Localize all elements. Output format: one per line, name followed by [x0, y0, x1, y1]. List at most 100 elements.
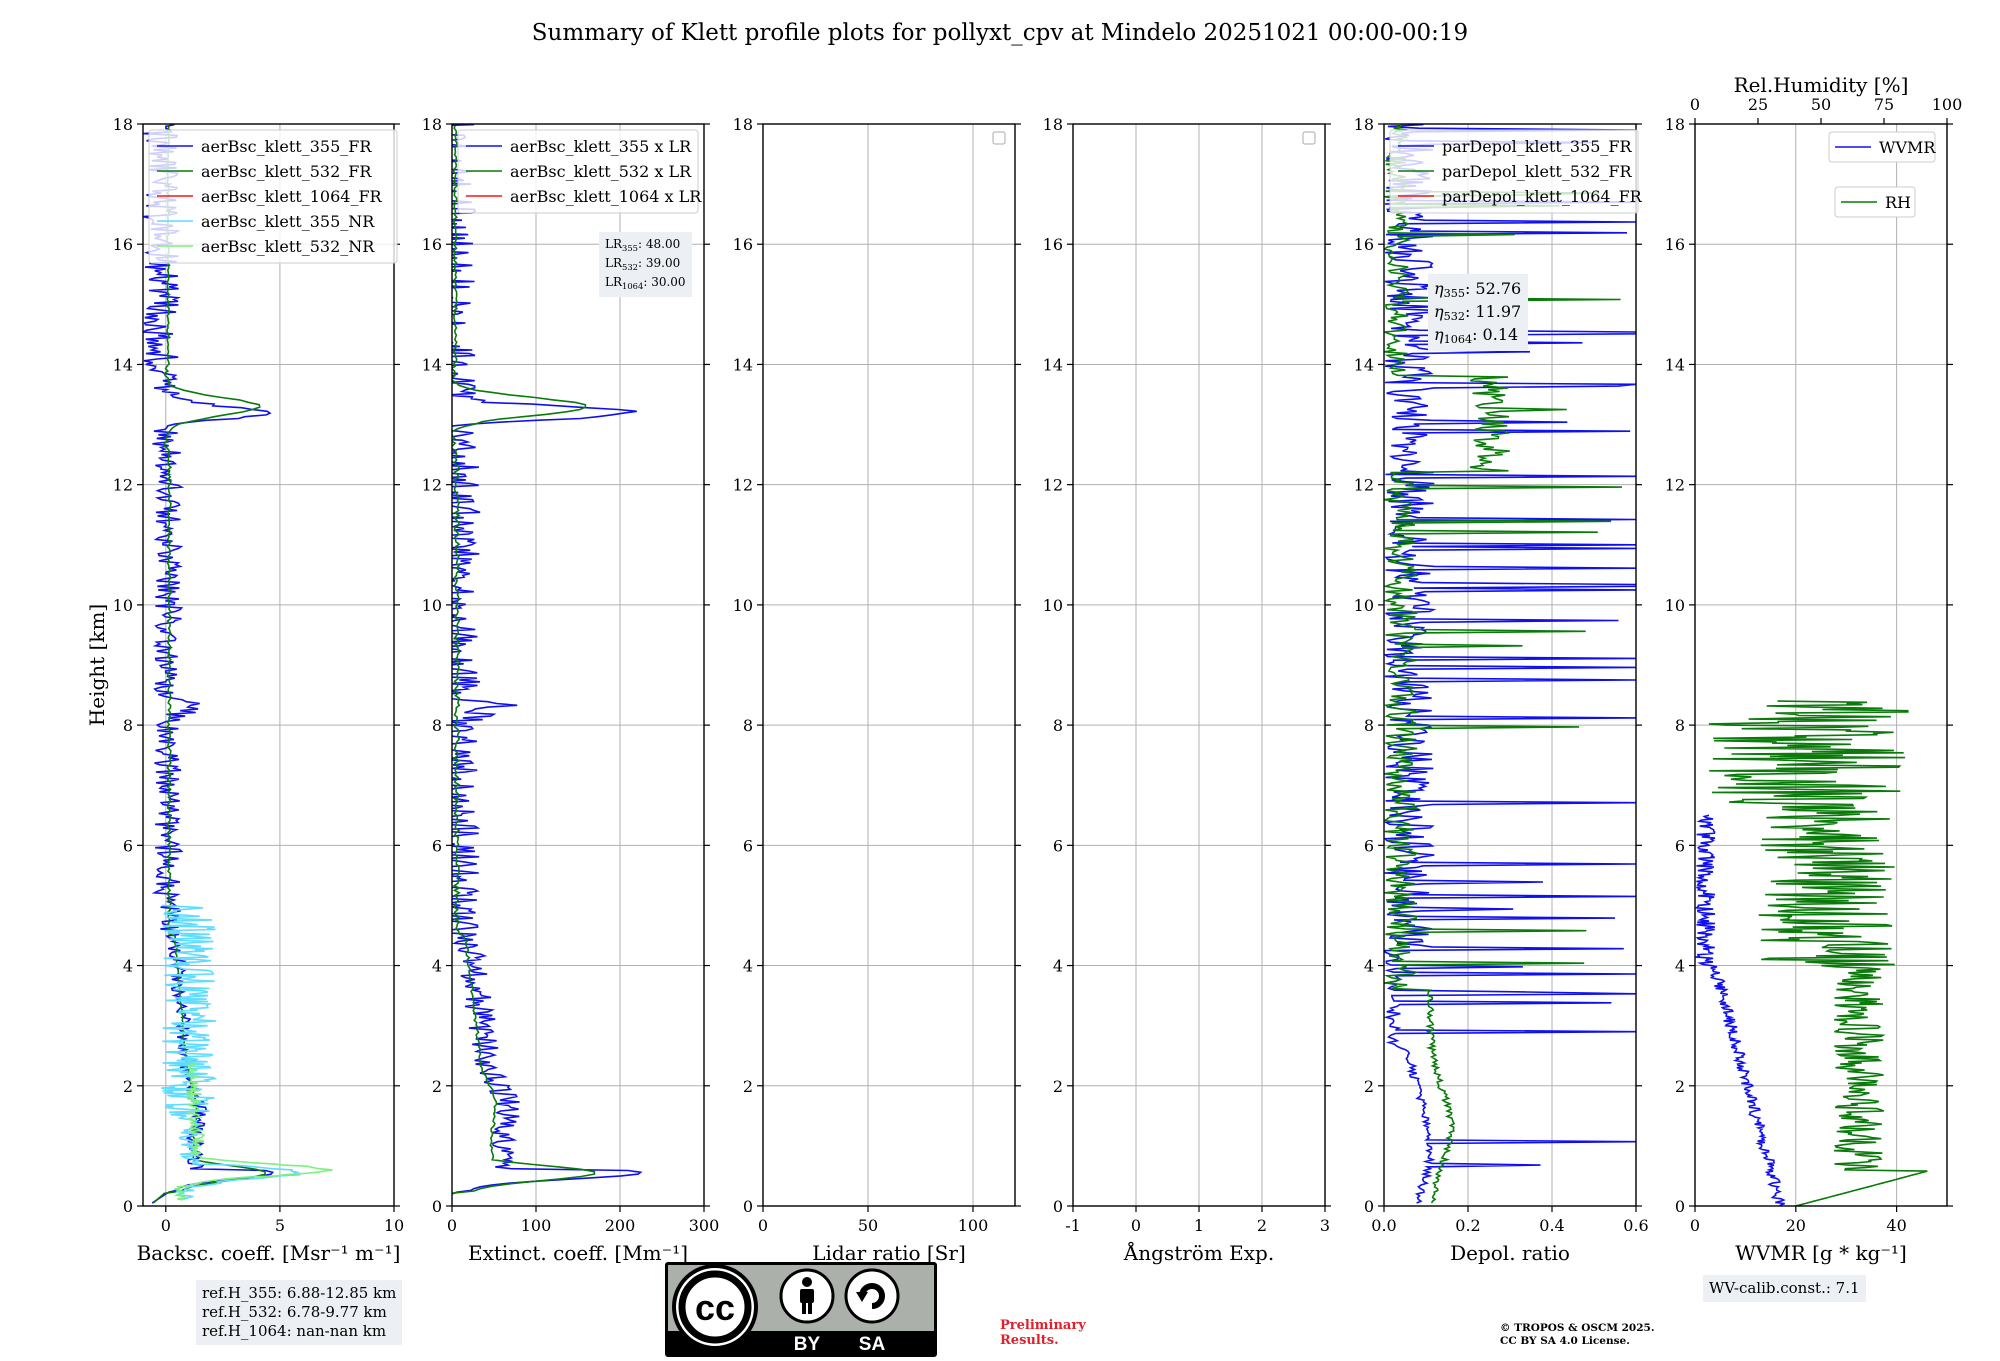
legend-RH: RH: [1834, 186, 1916, 218]
x-tick-label: 40: [1886, 1216, 1906, 1235]
x-tick-label: 2: [1257, 1216, 1267, 1235]
x-tick-label: 100: [958, 1216, 989, 1235]
y-tick-label: 4: [743, 957, 753, 976]
copyright-notice: © TROPOS & OSCM 2025. CC BY SA 4.0 Licen…: [1500, 1322, 1655, 1348]
y-tick-label: 8: [1675, 716, 1685, 735]
y-tick-label: 10: [113, 596, 133, 615]
copyright-line-2: CC BY SA 4.0 License.: [1500, 1335, 1630, 1347]
y-tick-label: 18: [422, 115, 442, 134]
annotation-box: LR355: 48.00 LR532: 39.00 LR1064: 30.00: [599, 232, 692, 297]
x-axis-label: WVMR [g * kg⁻¹]: [1735, 1241, 1907, 1265]
x-tick-label: 0.0: [1371, 1216, 1396, 1235]
x-tick-label: 0.6: [1623, 1216, 1648, 1235]
figure-title: Summary of Klett profile plots for polly…: [531, 20, 1469, 46]
legend-WVMR: WVMR: [1828, 131, 1936, 163]
series-line-RH: [1708, 700, 1928, 1206]
legend-label: aerBsc_klett_532 x LR: [510, 162, 692, 181]
cc-license-badge: cc BY SA: [665, 1262, 937, 1357]
panel-3: 0 50 100 0 2 4 6 8 10 12 14 16 18 Lidar ratio [Sr]: [733, 115, 1021, 1265]
y-tick-label: 0: [432, 1197, 442, 1216]
legend-box: [457, 129, 699, 214]
axes-frame: [1383, 123, 1637, 1207]
top-tick-label: 75: [1874, 95, 1894, 114]
legend-label: aerBsc_klett_1064 x LR: [510, 187, 702, 206]
annotation-line: η1064: 0.14: [1434, 325, 1518, 346]
x-tick-label: 0: [1690, 1216, 1700, 1235]
legend-label: parDepol_klett_1064_FR: [1442, 187, 1643, 206]
series-line-aerBsc_klett_355 x LR: [452, 124, 643, 1195]
legend-label: aerBsc_klett_1064_FR: [201, 187, 383, 206]
y-tick-label: 2: [1053, 1077, 1063, 1096]
panel-2: 0 100 200 300 0 2 4 6 8 10 12 14 16 18 Extinct. coeff.…: [422, 115, 720, 1265]
top-tick-label: 25: [1748, 95, 1768, 114]
axes-frame: [1694, 123, 1948, 1207]
x-tick-label: 300: [689, 1216, 720, 1235]
series-group: [452, 124, 643, 1195]
legend-label: aerBsc_klett_355 x LR: [510, 137, 692, 156]
y-tick-label: 16: [733, 235, 753, 254]
annotation-bg: [599, 232, 692, 297]
license-sa-label: SA: [859, 1334, 886, 1355]
reference-height-box: ref.H_355: 6.88-12.85 km ref.H_532: 6.78…: [196, 1280, 403, 1345]
license-by-label: BY: [794, 1334, 821, 1355]
y-tick-label: 6: [1053, 836, 1063, 855]
legend-box: [1828, 131, 1936, 163]
y-tick-label: 2: [432, 1077, 442, 1096]
x-tick-label: 200: [605, 1216, 636, 1235]
y-tick-label: 10: [1354, 596, 1374, 615]
y-tick-label: 14: [1043, 355, 1063, 374]
y-tick-label: 10: [733, 596, 753, 615]
x-axis-label: Backsc. coeff. [Msr⁻¹ m⁻¹]: [137, 1241, 401, 1265]
top-tick-label: 0: [1690, 95, 1700, 114]
y-tick-label: 8: [432, 716, 442, 735]
preliminary-notice: Preliminary Results.: [1000, 1318, 1086, 1348]
legend: aerBsc_klett_355_FR aerBsc_klett_532_FRae…: [148, 129, 398, 264]
legend-label: parDepol_klett_532_FR: [1442, 162, 1633, 181]
y-tick-label: 18: [1665, 115, 1685, 134]
annotation-line: LR355: 48.00: [605, 237, 680, 253]
y-tick-label: 0: [1675, 1197, 1685, 1216]
x-tick-label: 50: [858, 1216, 878, 1235]
panel-6: 0 20 40 0 2 4 6 8 10 12 14 16 18 WVMR [g * kg⁻¹] 0 25 50…: [1665, 73, 1963, 1265]
y-tick-label: 10: [1043, 596, 1063, 615]
x-tick-label: 0: [447, 1216, 457, 1235]
legend-box: [148, 129, 398, 264]
y-tick-label: 4: [1675, 957, 1685, 976]
legend-label: aerBsc_klett_355_NR: [201, 212, 375, 231]
y-tick-label: 18: [113, 115, 133, 134]
x-tick-label: 1: [1194, 1216, 1204, 1235]
y-tick-label: 2: [743, 1077, 753, 1096]
y-tick-label: 12: [113, 476, 133, 495]
y-axis-label: Height [km]: [85, 604, 109, 726]
x-tick-label: 10: [384, 1216, 404, 1235]
series-line-aerBsc_klett_532_NR: [173, 1062, 333, 1201]
empty-legend: [992, 131, 1006, 145]
y-tick-label: 14: [422, 355, 442, 374]
wv-calib-text: WV-calib.const.: 7.1: [1709, 1279, 1860, 1297]
y-tick-label: 6: [1675, 836, 1685, 855]
legend: parDepol_klett_355_FR parDepol_klett_532_…: [1389, 129, 1643, 214]
series-group: [1695, 700, 1928, 1206]
x-axis-label: Ångström Exp.: [1123, 1240, 1274, 1265]
axes-frame: [142, 123, 395, 1207]
series-group: [143, 124, 333, 1204]
legend: aerBsc_klett_355 x LR aerBsc_klett_532 x …: [457, 129, 702, 214]
annotation-line: η355: 52.76: [1434, 279, 1521, 300]
top-tick-label: 50: [1811, 95, 1831, 114]
y-tick-label: 8: [743, 716, 753, 735]
x-tick-label: -1: [1065, 1216, 1081, 1235]
y-tick-label: 14: [113, 355, 133, 374]
x-axis-label: Lidar ratio [Sr]: [812, 1241, 966, 1265]
y-tick-label: 16: [1043, 235, 1063, 254]
x-axis-label: Depol. ratio: [1450, 1241, 1570, 1265]
legend-label: parDepol_klett_355_FR: [1442, 137, 1633, 156]
y-tick-label: 14: [733, 355, 753, 374]
refbox-line-532: ref.H_532: 6.78-9.77 km: [202, 1303, 387, 1321]
legend-label: aerBsc_klett_355_FR: [201, 137, 372, 156]
panel-5: 0.0 0.2 0.4 0.6 0 2 4 6 8 10 12 14 16 18 Depol. ratio p…: [1354, 115, 1649, 1265]
legend-box: [1389, 129, 1639, 214]
legend-label: aerBsc_klett_532_NR: [201, 237, 375, 256]
wv-calibration-box: WV-calib.const.: 7.1: [1703, 1275, 1866, 1302]
